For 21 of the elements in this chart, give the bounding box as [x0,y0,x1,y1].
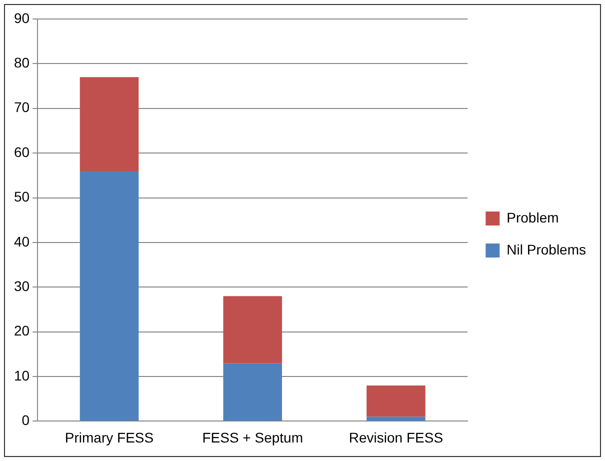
x-tick-label: Revision FESS [348,429,444,446]
y-tick-label: 10 [14,367,30,384]
y-tick-label: 60 [14,144,30,160]
bar [80,170,139,421]
x-tick-label: Primary FESS [64,429,154,446]
x-tick-label: FESS + Septum [202,429,303,446]
bar [80,77,139,171]
y-tick-label: 50 [14,188,30,205]
y-tick-label: 70 [14,99,30,116]
bar [223,296,282,364]
bar [366,416,426,421]
y-tick-label: 0 [22,412,30,428]
y-tick-label: 20 [14,322,30,339]
bar [223,363,282,421]
legend-label: Nil Problems [506,241,586,258]
y-tick-label: 90 [14,10,30,26]
bar [366,385,426,417]
legend-label: Problem [506,209,559,226]
y-tick-label: 80 [14,54,30,71]
y-tick-label: 30 [14,278,30,294]
y-tick-label: 40 [14,233,30,250]
